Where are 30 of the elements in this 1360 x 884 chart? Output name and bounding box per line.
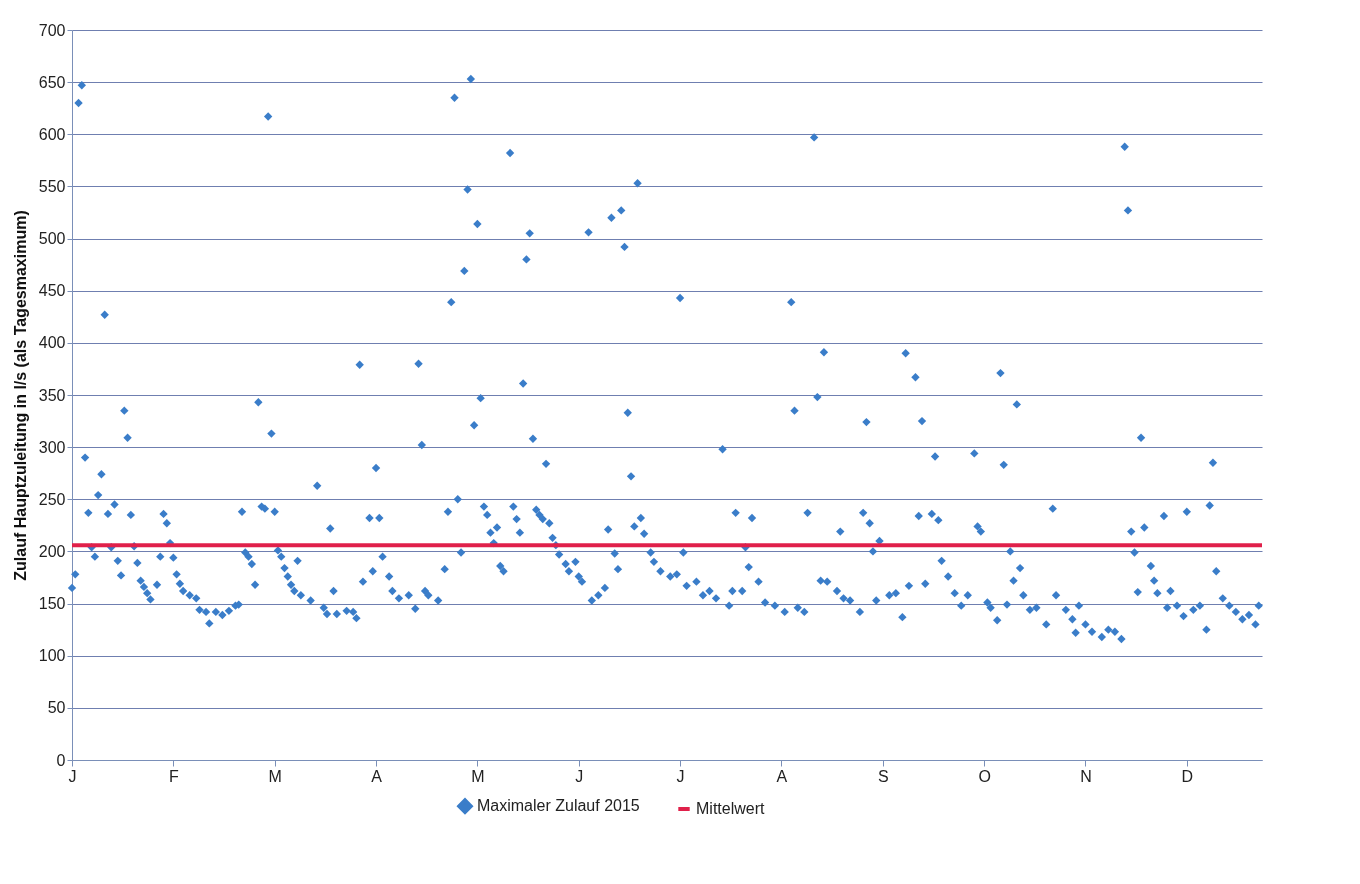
x-tick-label: J (676, 767, 685, 785)
x-tick-label: M (471, 767, 485, 785)
y-tick-label: 700 (38, 21, 66, 39)
y-axis-title: Zulauf Hauptzuleitung in l/s (als Tagesmaximum) (11, 210, 29, 581)
legend-label: Mittelwert (696, 800, 766, 817)
x-tick-label: N (1080, 767, 1092, 785)
x-tick-label: F (168, 767, 179, 785)
y-tick-label: 50 (47, 699, 66, 717)
x-tick-label: M (268, 767, 282, 785)
y-tick-label: 200 (38, 542, 66, 560)
x-tick-label: O (978, 767, 991, 785)
x-tick-label: J (575, 767, 584, 785)
x-tick-label: J (68, 767, 77, 785)
y-tick-label: 350 (38, 386, 66, 404)
x-tick-label: S (877, 767, 889, 785)
legend-label: Maximaler Zulauf 2015 (477, 797, 640, 815)
y-tick-label: 150 (38, 595, 66, 613)
x-tick-label: A (776, 767, 788, 785)
y-tick-label: 400 (38, 334, 66, 352)
y-tick-label: 450 (38, 282, 66, 300)
y-tick-label: 250 (38, 490, 66, 508)
y-tick-label: 100 (38, 647, 66, 665)
y-tick-label: 550 (38, 177, 66, 195)
x-tick-label: A (371, 767, 383, 785)
y-tick-label: 500 (38, 230, 66, 248)
y-tick-label: 300 (38, 438, 66, 456)
x-tick-label: D (1181, 767, 1194, 785)
y-tick-label: 0 (56, 751, 66, 769)
y-tick-label: 650 (38, 73, 66, 91)
y-tick-label: 600 (38, 125, 66, 143)
